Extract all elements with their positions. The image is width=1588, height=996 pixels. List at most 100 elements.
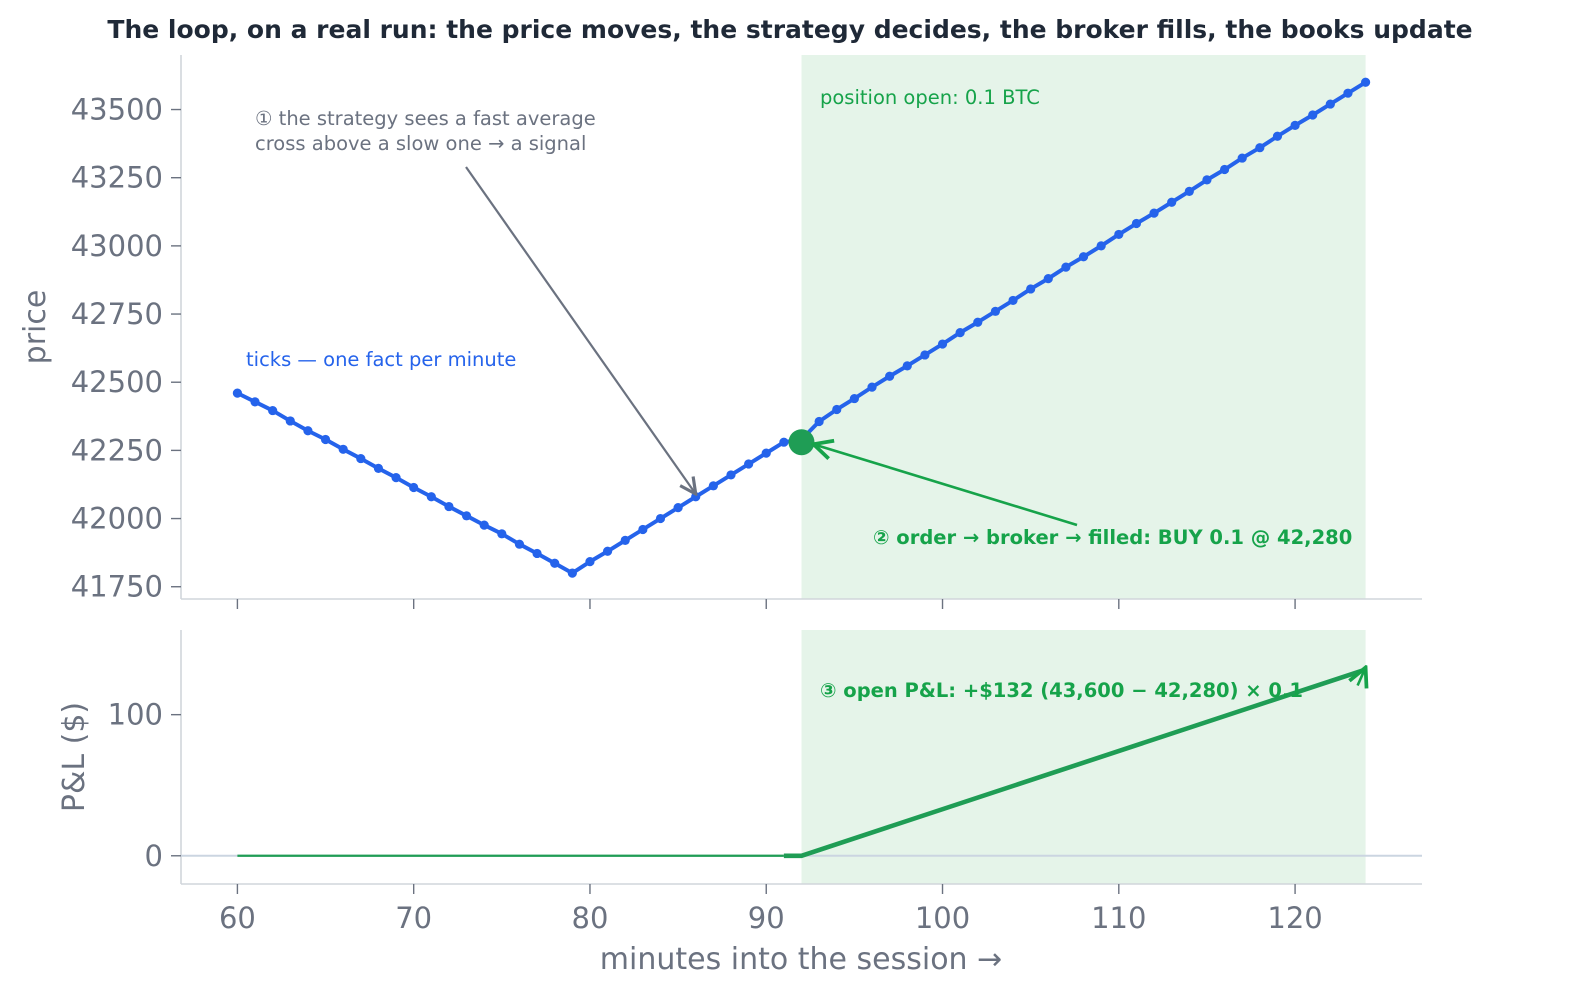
- price-y-tick-label: 42500: [71, 365, 163, 399]
- x-tick-label: 70: [395, 901, 432, 935]
- price-point: [232, 388, 243, 398]
- signal-arrow: [465, 166, 696, 494]
- price-point: [955, 327, 965, 338]
- price-point: [1008, 295, 1018, 306]
- price-point: [1114, 229, 1124, 240]
- price-point: [1131, 218, 1142, 229]
- price-point: [1290, 120, 1300, 130]
- pnl-y-ticks: 0 100: [108, 698, 181, 873]
- fill-marker: [788, 429, 815, 456]
- price-point: [1272, 131, 1283, 141]
- position-open-shade: [801, 55, 1366, 599]
- price-point: [426, 492, 436, 502]
- price-point: [444, 501, 454, 512]
- price-point: [1360, 77, 1371, 87]
- price-point: [1237, 153, 1247, 163]
- price-point: [1061, 262, 1071, 272]
- x-tick-label: 60: [219, 901, 256, 935]
- pnl-annotation: ③ open P&L: +$132 (43,600 − 42,280) × 0.…: [820, 679, 1303, 702]
- price-x-ticks: [236, 599, 1296, 609]
- price-point: [1308, 110, 1318, 120]
- price-point: [990, 306, 1001, 316]
- price-y-tick-label: 43500: [71, 93, 163, 127]
- pnl-y-tick-label: 0: [145, 839, 163, 873]
- ticks-annotation: ticks — one fact per minute: [246, 348, 516, 371]
- price-point: [373, 463, 384, 473]
- price-point: [1325, 99, 1335, 109]
- x-tick-label: 120: [1267, 901, 1322, 935]
- price-point: [1255, 143, 1265, 153]
- price-point: [409, 482, 419, 493]
- price-point: [602, 546, 613, 556]
- price-point: [1078, 252, 1089, 262]
- position-open-annotation: position open: 0.1 BTC: [820, 86, 1040, 109]
- price-point: [620, 535, 630, 545]
- x-tick-label: 80: [572, 901, 609, 935]
- price-y-tick-label: 42000: [71, 502, 163, 536]
- price-y-tick-label: 42250: [71, 433, 163, 467]
- price-y-tick-label: 43250: [71, 161, 163, 195]
- price-point: [673, 503, 683, 513]
- x-tick-label: 100: [915, 901, 970, 935]
- price-point: [1184, 186, 1194, 196]
- price-point: [814, 416, 824, 427]
- fill-annotation: ② order → broker → filled: BUY 0.1 @ 42,…: [873, 526, 1352, 549]
- price-point: [1026, 284, 1036, 294]
- price-point: [338, 444, 348, 454]
- price-point: [1096, 241, 1106, 251]
- price-point: [638, 524, 648, 535]
- price-point: [1149, 208, 1159, 218]
- signal-annotation-line1: ① the strategy sees a fast average: [255, 107, 596, 130]
- pnl-series-line: [783, 667, 1367, 859]
- signal-annotation-line2: cross above a slow one → a signal: [255, 132, 586, 155]
- price-point: [1343, 88, 1353, 98]
- price-point: [320, 434, 331, 445]
- pnl-position-shade: [801, 630, 1366, 884]
- price-point: [268, 405, 278, 416]
- price-point: [356, 453, 366, 464]
- price-point: [744, 459, 754, 469]
- price-point: [779, 437, 789, 447]
- price-point: [391, 473, 401, 483]
- price-point: [885, 371, 895, 381]
- price-point: [902, 361, 912, 371]
- price-y-tick-label: 41750: [71, 570, 163, 604]
- x-tick-label: 90: [748, 901, 785, 935]
- price-point: [250, 397, 260, 407]
- price-point: [285, 416, 295, 426]
- price-point: [849, 393, 859, 404]
- price-point: [867, 382, 877, 392]
- chart-title: The loop, on a real run: the price moves…: [107, 15, 1472, 44]
- pnl-panel: 0 100 60 70 80 90 100 110 120 P&L ($) minutes i…: [57, 630, 1422, 977]
- x-axis-label: minutes into the session →: [600, 942, 1002, 977]
- x-tick-label: 110: [1091, 901, 1146, 935]
- price-panel: 41750 42000 42250 42500 42750 43000 43250 43500…: [18, 55, 1422, 609]
- price-point: [973, 317, 983, 327]
- price-point: [937, 339, 948, 349]
- price-point: [1219, 164, 1230, 175]
- price-point: [761, 448, 771, 458]
- price-point: [479, 520, 489, 530]
- price-point: [1202, 175, 1212, 185]
- price-point: [585, 557, 595, 567]
- pnl-x-ticks: 60 70 80 90 100 110 120: [219, 884, 1323, 935]
- price-point: [497, 529, 507, 539]
- price-y-tick-label: 42750: [71, 297, 163, 331]
- price-point: [832, 404, 842, 415]
- price-y-ticks: 41750 42000 42250 42500 42750 43000 43250 43500: [71, 93, 181, 604]
- price-point: [920, 350, 930, 360]
- pnl-y-tick-label: 100: [108, 698, 163, 732]
- pnl-arrow: [1358, 668, 1366, 686]
- price-y-axis-label: price: [18, 290, 53, 365]
- price-y-tick-label: 43000: [71, 229, 163, 263]
- price-point: [532, 548, 542, 559]
- price-point: [303, 426, 313, 436]
- price-point: [726, 470, 736, 480]
- price-point: [1043, 273, 1053, 284]
- price-point: [1167, 197, 1177, 207]
- price-point: [550, 558, 560, 568]
- price-point: [708, 481, 718, 491]
- price-point: [461, 511, 472, 521]
- price-point: [655, 513, 666, 524]
